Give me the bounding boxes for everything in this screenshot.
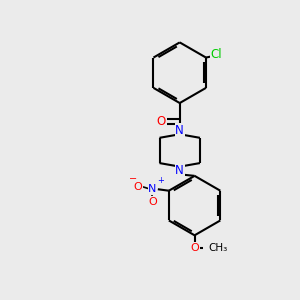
Text: Cl: Cl	[211, 48, 222, 61]
Text: O: O	[148, 197, 157, 207]
Text: N: N	[175, 124, 184, 137]
Text: −: −	[129, 175, 137, 184]
Text: N: N	[175, 164, 184, 177]
Text: O: O	[157, 115, 166, 128]
Text: O: O	[190, 243, 199, 253]
Text: +: +	[157, 176, 164, 185]
Text: CH₃: CH₃	[208, 243, 228, 253]
Text: O: O	[134, 182, 142, 192]
Text: N: N	[148, 184, 157, 194]
